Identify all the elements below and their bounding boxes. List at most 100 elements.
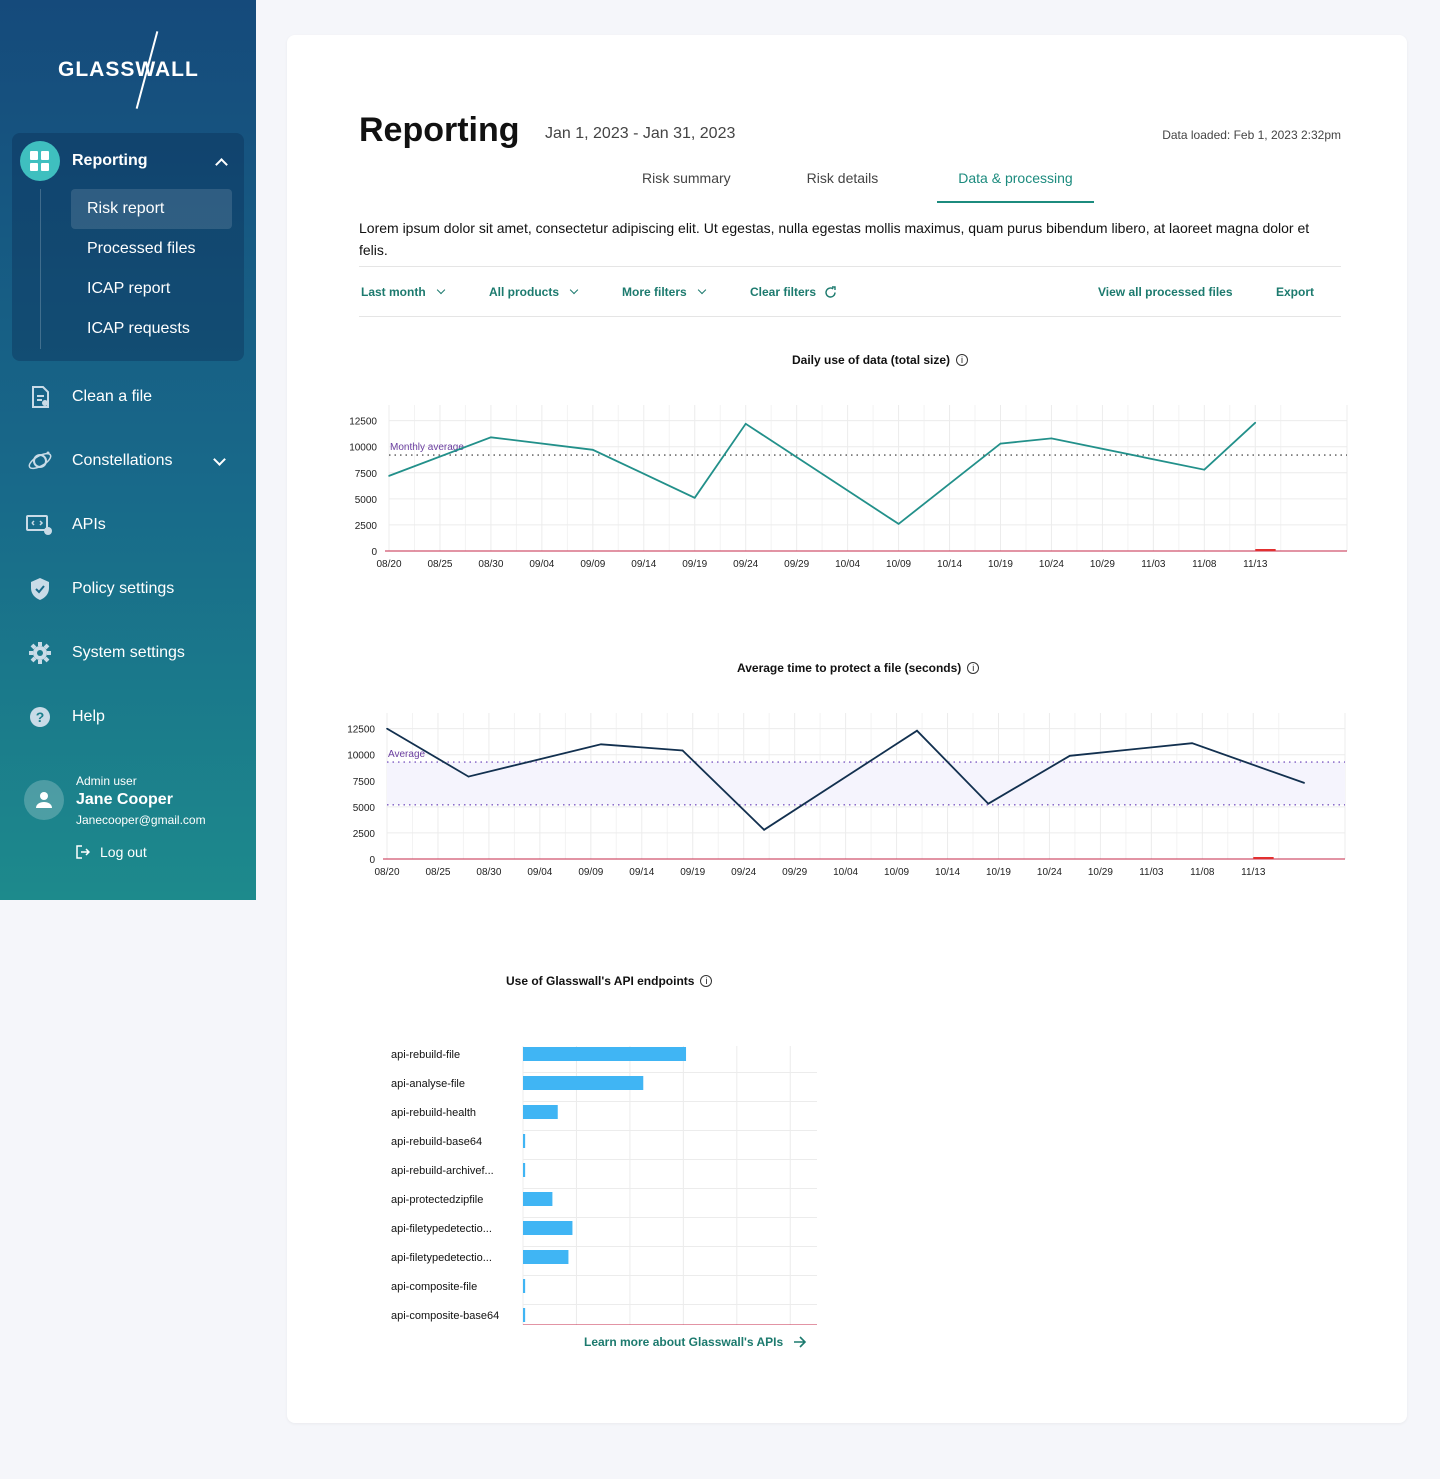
refresh-icon	[825, 285, 836, 298]
data-point	[388, 475, 390, 477]
category-label: api-composite-file	[391, 1281, 477, 1293]
period-filter-dropdown[interactable]: Last month	[361, 267, 445, 317]
y-tick-label: 12500	[349, 417, 377, 428]
data-series-line	[388, 422, 1256, 526]
page-description: Lorem ipsum dolor sit amet, consectetur …	[359, 220, 1310, 258]
x-tick-label: 08/25	[427, 559, 452, 570]
category-label: api-filetypedetectio...	[391, 1252, 492, 1264]
data-point	[681, 749, 684, 752]
logout-icon	[76, 845, 90, 859]
logo-text: GLASSWALL	[58, 58, 199, 81]
help-icon: ?	[24, 701, 56, 733]
x-tick-label: 08/25	[425, 867, 450, 878]
export-button[interactable]: Export	[1276, 285, 1315, 299]
info-icon[interactable]: i	[700, 975, 713, 987]
x-tick-label: 08/20	[376, 559, 401, 570]
sidebar-subitem-risk-report[interactable]: Risk report	[71, 189, 232, 229]
data-point	[1303, 782, 1306, 784]
chart-title-avg-protect-time: Average time to protect a file (seconds)…	[737, 661, 980, 675]
sidebar-item-policy-settings[interactable]: Policy settings	[24, 569, 234, 609]
reporting-nav-group: Reporting Risk report Processed files IC…	[12, 133, 244, 361]
sidebar-item-constellations[interactable]: Constellations	[24, 441, 234, 481]
x-tick-label: 11/03	[1139, 867, 1164, 878]
products-filter-dropdown[interactable]: All products	[489, 267, 579, 317]
x-tick-label: 09/09	[580, 559, 605, 570]
y-tick-label: 0	[369, 855, 375, 866]
data-point	[987, 802, 990, 805]
chart-title-daily-data: Daily use of data (total size) i	[792, 353, 969, 367]
bar	[523, 1308, 526, 1322]
bar	[523, 1047, 687, 1061]
constellations-icon	[24, 445, 56, 477]
y-tick-label: 10000	[349, 443, 377, 454]
sidebar-subitem-icap-requests[interactable]: ICAP requests	[87, 320, 190, 337]
x-tick-label: 11/13	[1243, 559, 1268, 570]
data-point	[490, 436, 492, 439]
y-tick-label: 0	[371, 547, 377, 558]
user-role: Admin user	[76, 774, 137, 788]
data-point	[999, 442, 1002, 445]
reference-label: Average	[388, 749, 426, 760]
sidebar-item-clean-a-file[interactable]: Clean a file	[24, 377, 234, 417]
x-tick-label: 08/30	[478, 559, 503, 570]
user-name: Jane Cooper	[76, 791, 173, 808]
view-all-processed-files-link[interactable]: View all processed files	[1098, 285, 1233, 299]
chevron-up-icon[interactable]	[215, 157, 228, 171]
sidebar-item-label: Clean a file	[72, 388, 153, 405]
category-label: api-protectedzipfile	[391, 1194, 483, 1206]
arrow-right-icon	[794, 1336, 807, 1348]
tab-data-processing[interactable]: Data & processing	[937, 167, 1094, 203]
sidebar-item-reporting[interactable]: Reporting	[20, 141, 236, 181]
y-tick-label: 2500	[353, 829, 376, 840]
data-point	[763, 829, 765, 831]
x-tick-label: 11/03	[1141, 559, 1166, 570]
data-point	[1069, 754, 1071, 757]
y-tick-label: 2500	[355, 521, 378, 532]
sidebar-item-help[interactable]: ? Help	[24, 697, 234, 737]
x-tick-label: 10/04	[833, 867, 858, 878]
more-filters-dropdown[interactable]: More filters	[622, 267, 706, 317]
data-point	[600, 743, 602, 746]
sidebar-subitem-processed-files[interactable]: Processed files	[87, 240, 196, 257]
chart-title-text: Daily use of data (total size)	[792, 353, 951, 367]
report-tabs: Risk summary Risk details Data & process…	[625, 167, 1094, 203]
tab-risk-details[interactable]: Risk details	[806, 170, 879, 186]
clear-filters-button[interactable]: Clear filters	[750, 267, 837, 317]
chevron-down-icon[interactable]	[213, 452, 226, 466]
sidebar-item-system-settings[interactable]: System settings	[24, 633, 234, 673]
clean-file-icon	[24, 381, 56, 413]
x-tick-label: 09/24	[733, 559, 758, 570]
x-tick-label: 10/19	[986, 867, 1011, 878]
logout-button[interactable]: Log out	[76, 844, 147, 860]
y-tick-label: 7500	[353, 777, 376, 788]
info-icon[interactable]: i	[956, 354, 969, 366]
submenu-guide-line	[40, 189, 41, 349]
data-point	[693, 497, 696, 499]
y-tick-label: 5000	[353, 803, 376, 814]
info-icon[interactable]: i	[967, 662, 980, 674]
shield-icon	[24, 573, 56, 605]
x-tick-label: 09/29	[782, 867, 807, 878]
period-filter-label: Last month	[361, 285, 426, 299]
category-label: api-rebuild-archivef...	[391, 1165, 494, 1177]
sidebar-item-apis[interactable]: APIs	[24, 505, 234, 545]
sidebar-item-label: System settings	[72, 644, 185, 661]
x-tick-label: 09/19	[680, 867, 705, 878]
bar	[523, 1134, 526, 1148]
avatar[interactable]	[24, 780, 64, 820]
bar	[523, 1192, 553, 1206]
sidebar-subitem-icap-report[interactable]: ICAP report	[87, 280, 171, 297]
chart-title-text: Use of Glasswall's API endpoints	[506, 974, 695, 988]
glasswall-logo[interactable]: GLASSWALL	[58, 30, 203, 110]
x-tick-label: 09/09	[578, 867, 603, 878]
tab-risk-summary[interactable]: Risk summary	[642, 170, 731, 186]
category-label: api-rebuild-file	[391, 1049, 460, 1061]
bar	[523, 1250, 569, 1264]
x-tick-label: 09/19	[682, 559, 707, 570]
learn-more-apis-link[interactable]: Learn more about Glasswall's APIs	[584, 1335, 807, 1349]
bar	[523, 1221, 573, 1235]
page-title: Reporting	[359, 111, 520, 149]
x-tick-label: 09/14	[629, 867, 654, 878]
sidebar-item-label: APIs	[72, 516, 106, 533]
sidebar-item-label: Constellations	[72, 452, 173, 469]
